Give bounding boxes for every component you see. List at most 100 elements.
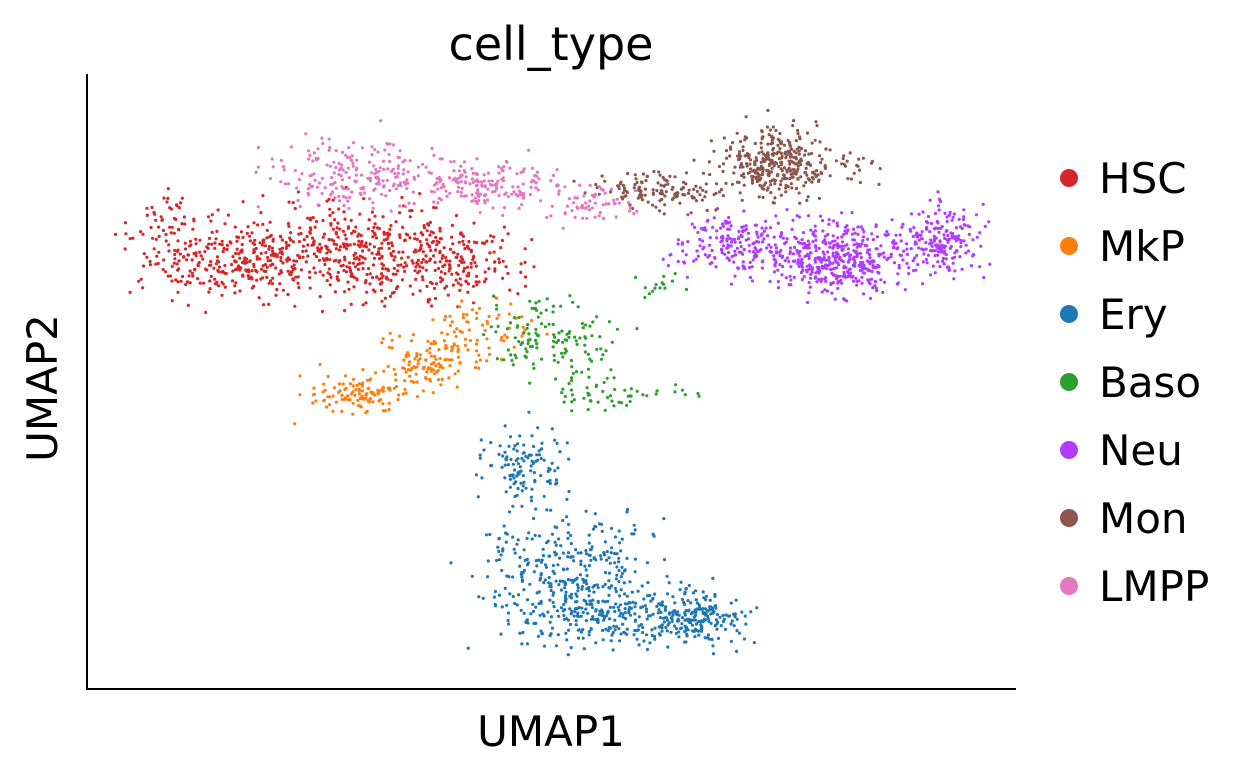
point-ery-355 — [551, 569, 555, 574]
point-lmpp-372 — [462, 160, 467, 164]
point-ery-335 — [651, 532, 655, 536]
point-neu-300 — [896, 272, 900, 276]
point-lmpp-375 — [438, 177, 442, 181]
point-hsc-765 — [417, 269, 422, 273]
point-baso-186 — [662, 274, 666, 278]
point-neu-87 — [690, 222, 694, 226]
point-ery-321 — [535, 564, 539, 568]
point-lmpp-394 — [588, 199, 592, 203]
point-neu-339 — [778, 250, 782, 254]
point-neu-273 — [840, 235, 844, 239]
point-hsc-797 — [493, 260, 497, 264]
point-lmpp-137 — [375, 171, 379, 175]
point-neu-759 — [953, 269, 957, 273]
point-neu-593 — [840, 244, 845, 248]
point-ery-293 — [612, 552, 617, 556]
point-hsc-50 — [176, 280, 180, 284]
point-mon-18 — [810, 180, 814, 184]
point-neu-712 — [917, 212, 921, 216]
point-lmpp-69 — [380, 192, 384, 196]
point-ery-684 — [657, 608, 661, 612]
point-mkp-79 — [355, 383, 359, 388]
point-baso-42 — [563, 338, 568, 342]
point-ery-829 — [712, 610, 716, 614]
point-mkp-174 — [458, 361, 462, 365]
legend-item-baso: Baso — [1060, 358, 1201, 407]
point-hsc-239 — [289, 231, 293, 235]
point-mon-324 — [810, 141, 814, 145]
point-hsc-273 — [201, 257, 205, 261]
legend-marker-ery — [1060, 305, 1078, 323]
point-hsc-370 — [388, 294, 393, 298]
point-mon-271 — [797, 149, 801, 153]
point-ery-637 — [566, 653, 570, 657]
point-neu-122 — [781, 236, 786, 240]
point-baso-173 — [680, 388, 685, 392]
point-ery-592 — [651, 597, 655, 601]
point-hsc-447 — [278, 251, 282, 255]
point-ery-378 — [532, 570, 536, 574]
point-ery-496 — [534, 605, 538, 609]
point-baso-187 — [660, 281, 664, 285]
point-ery-101 — [513, 494, 517, 499]
point-ery-7 — [530, 459, 534, 463]
point-mon-278 — [769, 161, 773, 166]
point-ery-790 — [722, 617, 726, 621]
point-mkp-167 — [463, 337, 468, 341]
point-lmpp-224 — [529, 185, 533, 189]
point-ery-800 — [646, 581, 650, 585]
point-mon-54 — [766, 108, 770, 112]
point-baso-166 — [628, 400, 632, 404]
point-neu-105 — [727, 250, 731, 255]
point-hsc-41 — [210, 213, 214, 217]
point-neu-9 — [747, 243, 751, 247]
point-baso-170 — [674, 383, 678, 387]
point-hsc-460 — [374, 236, 379, 240]
point-lmpp-403 — [571, 201, 576, 205]
point-hsc-839 — [430, 281, 434, 286]
point-mkp-165 — [428, 351, 432, 355]
point-neu-373 — [779, 232, 783, 237]
point-mon-332 — [824, 147, 828, 151]
point-ery-594 — [589, 627, 593, 631]
point-neu-727 — [971, 238, 975, 242]
point-neu-406 — [811, 266, 815, 270]
point-hsc-838 — [506, 271, 510, 276]
point-mon-386 — [705, 208, 709, 213]
point-hsc-708 — [473, 261, 477, 265]
point-lmpp-293 — [476, 193, 480, 197]
point-hsc-829 — [405, 233, 410, 237]
point-lmpp-401 — [567, 197, 572, 201]
point-hsc-434 — [403, 261, 407, 265]
point-lmpp-278 — [406, 170, 410, 174]
point-lmpp-433 — [557, 192, 561, 196]
point-neu-611 — [842, 273, 847, 277]
point-neu-579 — [853, 238, 857, 242]
point-lmpp-400 — [581, 216, 585, 220]
point-neu-256 — [817, 246, 821, 250]
point-lmpp-39 — [372, 164, 376, 168]
point-baso-62 — [574, 370, 579, 374]
point-neu-513 — [780, 255, 784, 259]
point-ery-565 — [594, 609, 598, 613]
point-hsc-722 — [488, 251, 492, 255]
point-neu-272 — [907, 266, 911, 270]
point-hsc-653 — [341, 229, 345, 233]
point-hsc-416 — [375, 252, 379, 256]
point-mkp-113 — [343, 397, 347, 401]
point-lmpp-331 — [535, 170, 540, 174]
point-neu-298 — [859, 225, 863, 229]
point-neu-537 — [851, 274, 855, 278]
point-ery-651 — [637, 624, 641, 628]
point-baso-90 — [604, 349, 608, 353]
point-lmpp-359 — [452, 159, 456, 164]
point-hsc-689 — [291, 267, 295, 271]
point-mon-98 — [794, 139, 798, 143]
point-hsc-800 — [417, 249, 421, 253]
point-hsc-385 — [352, 285, 356, 289]
point-baso-126 — [583, 343, 587, 347]
point-ery-801 — [735, 617, 739, 621]
point-ery-509 — [640, 584, 644, 588]
point-hsc-806 — [460, 257, 465, 261]
point-baso-181 — [626, 394, 630, 398]
